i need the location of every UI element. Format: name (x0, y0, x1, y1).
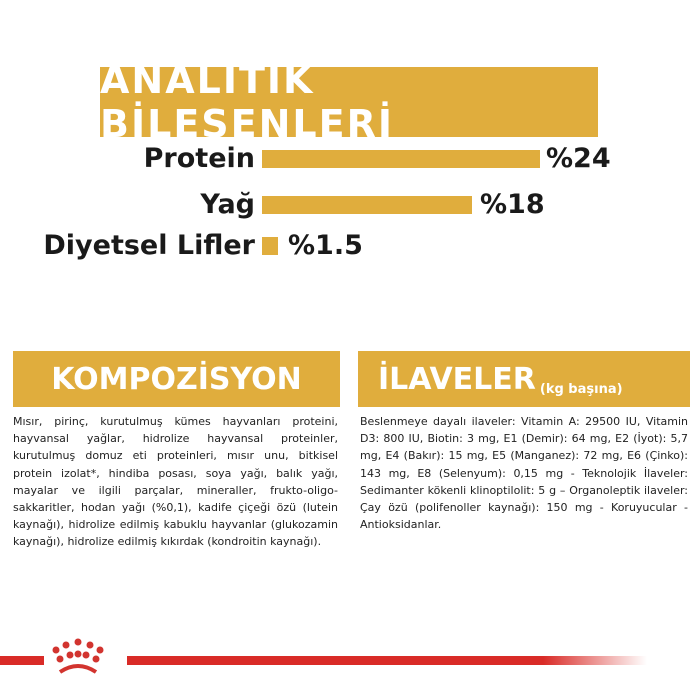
crown-icon (52, 638, 104, 674)
brand-line-right (127, 656, 647, 665)
bar-fiber (262, 237, 278, 255)
additives-text: Beslenmeye dayalı ilaveler: Vitamin A: 2… (360, 415, 688, 532)
analytics-title: ANALİTİK BİLEŞENLERİ (100, 58, 598, 146)
label-fiber: Diyetsel Lifler (43, 230, 255, 261)
bar-fat (262, 196, 472, 214)
composition-text: Mısır, pirinç, kurutulmuş kümes hayvanla… (13, 415, 338, 549)
additives-subtitle: (kg başına) (539, 382, 623, 397)
bar-protein (262, 150, 540, 168)
brand-line-left (0, 656, 44, 665)
value-protein: %24 (546, 143, 611, 174)
value-fat: %18 (480, 189, 545, 220)
label-fat: Yağ (200, 189, 255, 220)
label-protein: Protein (143, 143, 255, 174)
composition-title: KOMPOZİSYON (13, 351, 340, 407)
additives-header: İLAVELER (kg başına) (358, 351, 690, 407)
additives-title: İLAVELER (378, 361, 536, 397)
value-fiber: %1.5 (288, 230, 363, 261)
